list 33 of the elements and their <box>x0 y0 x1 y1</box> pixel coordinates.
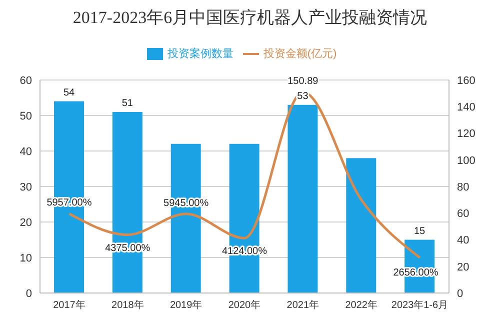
y2-tick-label: 60 <box>457 208 470 220</box>
x-tick-label: 2020年 <box>228 299 261 312</box>
data-label: 150.89 <box>288 76 319 88</box>
bar <box>288 104 318 293</box>
y2-tick-label: 0 <box>457 288 464 300</box>
legend-label: 投资金额(亿元) <box>263 48 337 60</box>
y-tick-label: 50 <box>20 110 32 122</box>
x-tick-label: 2017年 <box>53 299 86 312</box>
y2-tick-label: 160 <box>457 74 476 87</box>
y2-tick-label: 80 <box>457 181 470 194</box>
x-tick-label: 2022年 <box>345 299 378 312</box>
y2-tick-label: 100 <box>457 154 476 167</box>
y-tick-label: 10 <box>20 252 32 264</box>
data-label: 53 <box>297 90 309 102</box>
y-tick-label: 40 <box>20 146 32 158</box>
y-tick-label: 20 <box>20 216 32 229</box>
data-label: 54 <box>63 87 75 98</box>
chart-title: 2017-2023年6月中国医疗机器人产业投融资情况 <box>72 7 428 29</box>
data-label: 51 <box>122 98 134 109</box>
x-tick-label: 2023年1-6月 <box>391 299 448 312</box>
x-tick-label: 2019年 <box>170 299 202 312</box>
x-tick-label: 2021年 <box>286 299 320 312</box>
y2-tick-label: 120 <box>457 128 476 140</box>
legend-label: 投资案例数量 <box>167 48 234 60</box>
y2-tick-label: 40 <box>457 234 470 247</box>
y-tick-label: 30 <box>20 181 32 194</box>
data-label: 15 <box>414 226 426 237</box>
bar <box>346 158 376 293</box>
y2-tick-label: 20 <box>457 261 470 274</box>
y2-tick-label: 140 <box>457 102 476 114</box>
y-tick-label: 0 <box>26 288 32 300</box>
y-tick-label: 60 <box>20 74 32 87</box>
x-tick-label: 2018年 <box>112 299 144 312</box>
